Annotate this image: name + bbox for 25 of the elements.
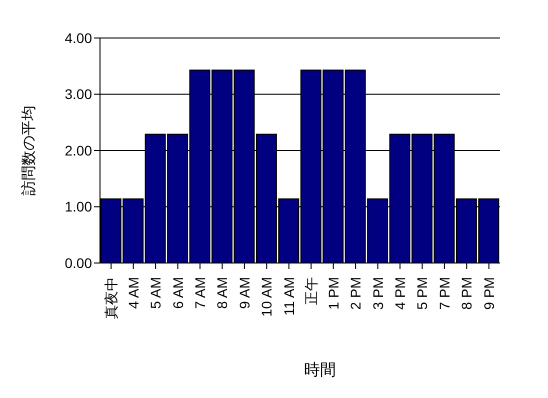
x-axis-title: 時間 [303, 360, 337, 381]
y-tick-label: 2.00 [64, 142, 92, 158]
x-tick-label: 9 PM [480, 277, 497, 310]
x-tick-label: 7 AM [192, 277, 208, 309]
x-tick-label: 4 AM [125, 277, 142, 309]
x-tick-label: 9 AM [236, 277, 252, 309]
x-tick-label: 6 AM [170, 277, 186, 309]
x-tick-label: 10 AM [258, 277, 275, 317]
y-tick-label: 0.00 [64, 254, 92, 271]
x-tick-label: 11 AM [280, 277, 297, 316]
x-tick-label: 3 PM [370, 277, 386, 310]
y-tick-label: 1.00 [64, 198, 92, 215]
x-tick-label: 5 AM [148, 277, 164, 309]
x-tick-label: 8 AM [214, 277, 230, 309]
y-tick-label: 4.00 [64, 30, 92, 46]
x-tick-label: 真夜中 [103, 277, 120, 319]
y-axis-title: 訪問数の平均 [20, 106, 38, 196]
x-tick-label: 2 PM [348, 277, 364, 310]
x-tick-label: 4 PM [392, 277, 408, 310]
x-tick-label: 正午 [303, 277, 320, 305]
y-tick-label: 3.00 [64, 86, 92, 102]
x-tick-label: 7 PM [436, 277, 452, 310]
x-tick-label: 5 PM [414, 277, 430, 310]
x-tick-label: 1 PM [325, 277, 342, 310]
x-tick-label: 8 PM [458, 277, 475, 310]
